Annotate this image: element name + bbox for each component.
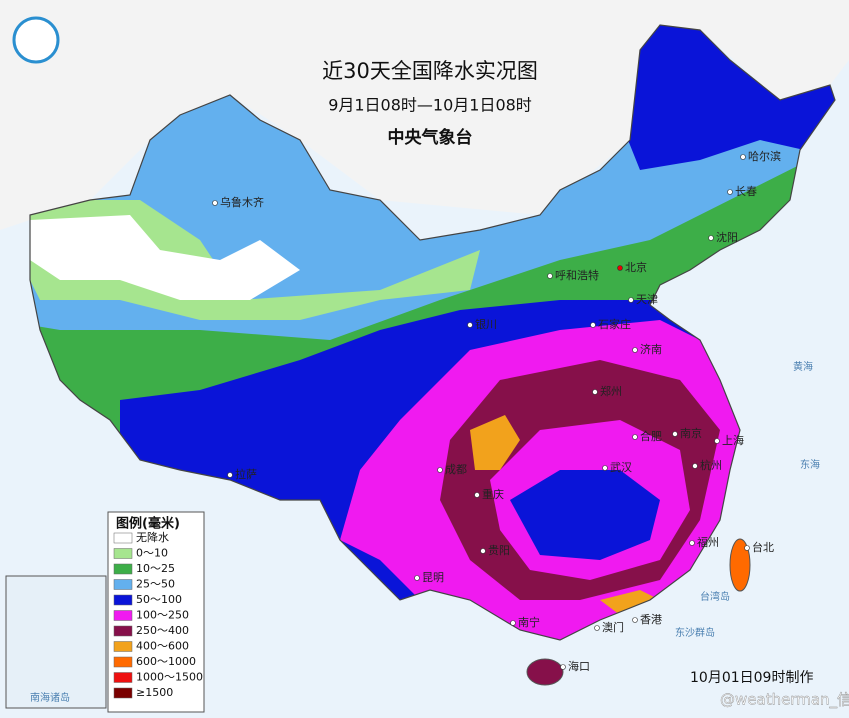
legend-title: 图例(毫米) xyxy=(116,516,180,532)
legend-swatch xyxy=(113,641,133,652)
sea-label: 台湾岛 xyxy=(700,590,730,603)
city-label: 南京 xyxy=(680,426,702,440)
city-dot xyxy=(628,297,634,303)
legend-swatch xyxy=(113,687,133,699)
city-label: 济南 xyxy=(640,342,662,356)
city-label: 上海 xyxy=(722,433,744,447)
city-label: 昆明 xyxy=(422,571,444,584)
city-label: 银川 xyxy=(475,317,497,331)
legend-swatch xyxy=(113,532,133,544)
city-dot xyxy=(437,467,443,473)
city-dot xyxy=(744,545,750,551)
city-dot xyxy=(480,548,486,554)
sea-label: 东沙群岛 xyxy=(675,626,715,639)
city-label: 合肥 xyxy=(640,429,662,443)
city-dot xyxy=(672,431,678,437)
city-dot xyxy=(592,389,598,395)
city-dot xyxy=(632,347,638,353)
city-label: 香港 xyxy=(640,613,662,626)
neighbor-land xyxy=(0,0,849,230)
city-dot xyxy=(632,617,638,623)
legend-swatch xyxy=(113,656,133,668)
legend-label: 50～100 xyxy=(136,593,182,606)
city-label: 石家庄 xyxy=(598,317,631,331)
city-dot xyxy=(740,154,746,160)
city-label: 南宁 xyxy=(518,615,540,629)
city-label: 澳门 xyxy=(602,620,624,634)
hainan xyxy=(526,658,564,686)
city-dot xyxy=(617,265,623,271)
city-dot xyxy=(467,322,473,328)
sea-label: 南海诸岛 xyxy=(30,691,70,704)
legend-label: 600～1000 xyxy=(136,655,196,668)
city-dot xyxy=(692,463,698,469)
city-label: 天津 xyxy=(636,293,658,306)
city-label: 贵阳 xyxy=(488,544,510,557)
city-dot xyxy=(510,620,516,626)
city-label: 哈尔滨 xyxy=(748,149,781,163)
city-label: 海口 xyxy=(568,659,590,673)
legend-label: 10～25 xyxy=(136,562,175,575)
city-label: 沈阳 xyxy=(716,230,738,244)
city-label: 杭州 xyxy=(700,458,722,472)
sea-label: 黄海 xyxy=(793,360,813,373)
title: 近30天全国降水实况图 xyxy=(322,59,538,83)
south-sea-inset xyxy=(5,575,107,709)
legend-swatch xyxy=(113,672,133,683)
city-dot xyxy=(414,575,420,581)
city-label: 成都 xyxy=(445,463,467,476)
city-label: 长春 xyxy=(735,185,757,198)
legend-label: 100～250 xyxy=(136,609,189,622)
legend-label: 250～400 xyxy=(136,624,189,637)
legend-label: 25～50 xyxy=(136,578,175,591)
city-dot xyxy=(602,465,608,471)
legend-swatch xyxy=(113,563,133,575)
city-dot xyxy=(227,472,233,478)
city-dot xyxy=(590,322,596,328)
legend-swatch xyxy=(113,625,133,637)
city-dot xyxy=(714,438,720,444)
legend-swatch xyxy=(113,610,133,621)
city-dot xyxy=(708,235,714,241)
subtitle: 9月1日08时—10月1日08时 xyxy=(328,96,532,115)
city-label: 郑州 xyxy=(600,384,622,398)
made-time: 10月01日09时制作 xyxy=(690,670,813,686)
city-dot xyxy=(727,189,733,195)
legend-label: 无降水 xyxy=(136,530,169,544)
city-dot xyxy=(212,200,218,206)
taiwan xyxy=(729,538,751,592)
china-border xyxy=(29,24,836,641)
issuer: 中央气象台 xyxy=(388,127,473,148)
city-label: 福州 xyxy=(697,535,719,549)
city-dot xyxy=(689,540,695,546)
legend-swatch xyxy=(113,594,133,606)
city-dot xyxy=(547,273,553,279)
city-dot xyxy=(594,625,600,631)
legend-swatch xyxy=(113,548,133,559)
city-dot xyxy=(632,434,638,440)
city-label: 呼和浩特 xyxy=(555,268,599,282)
city-dot xyxy=(560,664,566,670)
city-label: 武汉 xyxy=(610,461,632,474)
legend-label: 400～600 xyxy=(136,640,189,653)
city-label: 重庆 xyxy=(482,487,504,501)
cma-logo xyxy=(12,16,60,64)
legend-label: 0～10 xyxy=(136,547,168,560)
city-label: 拉萨 xyxy=(235,467,257,481)
sea-label: 东海 xyxy=(800,458,820,471)
legend-swatch xyxy=(113,579,133,590)
legend-label: ≥1500 xyxy=(136,686,173,699)
city-dot xyxy=(474,492,480,498)
city-label: 台北 xyxy=(752,540,774,554)
city-label: 乌鲁木齐 xyxy=(220,195,264,209)
legend-label: 1000～1500 xyxy=(136,671,203,684)
watermark: @weatherman_信欣 xyxy=(720,691,849,710)
city-label: 北京 xyxy=(625,260,647,274)
